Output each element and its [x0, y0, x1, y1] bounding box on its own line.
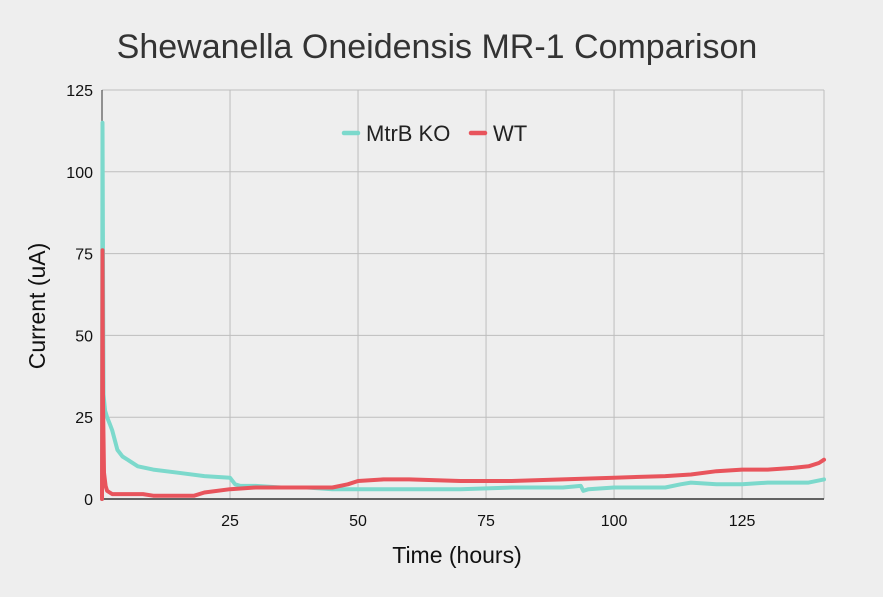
y-tick-label: 25 [75, 410, 93, 427]
x-tick-label: 50 [349, 513, 367, 530]
axis-layer: 0 25 50 75 100 125 25 50 75 100 125 [66, 83, 824, 530]
y-axis-label: Current (uA) [24, 243, 50, 370]
x-tick-label: 25 [221, 513, 239, 530]
legend-label: MtrB KO [366, 121, 450, 146]
series-line-mtrb-ko [100, 120, 826, 501]
x-tick-label: 100 [601, 513, 628, 530]
series-layer [100, 120, 826, 501]
grid-layer [102, 89, 825, 499]
legend: MtrB KO WT [341, 121, 527, 146]
chart-title: Shewanella Oneidensis MR-1 Comparison [117, 28, 758, 66]
y-tick-label: 0 [84, 492, 93, 509]
legend-label: WT [493, 121, 527, 146]
y-tick-label: 100 [66, 165, 93, 182]
y-tick-label: 125 [66, 83, 93, 100]
x-tick-label: 125 [729, 513, 756, 530]
x-tick-label: 75 [477, 513, 495, 530]
y-tick-label: 75 [75, 247, 93, 264]
x-axis-label: Time (hours) [392, 542, 522, 568]
series-line-wt [100, 248, 826, 501]
y-tick-label: 50 [75, 328, 93, 345]
